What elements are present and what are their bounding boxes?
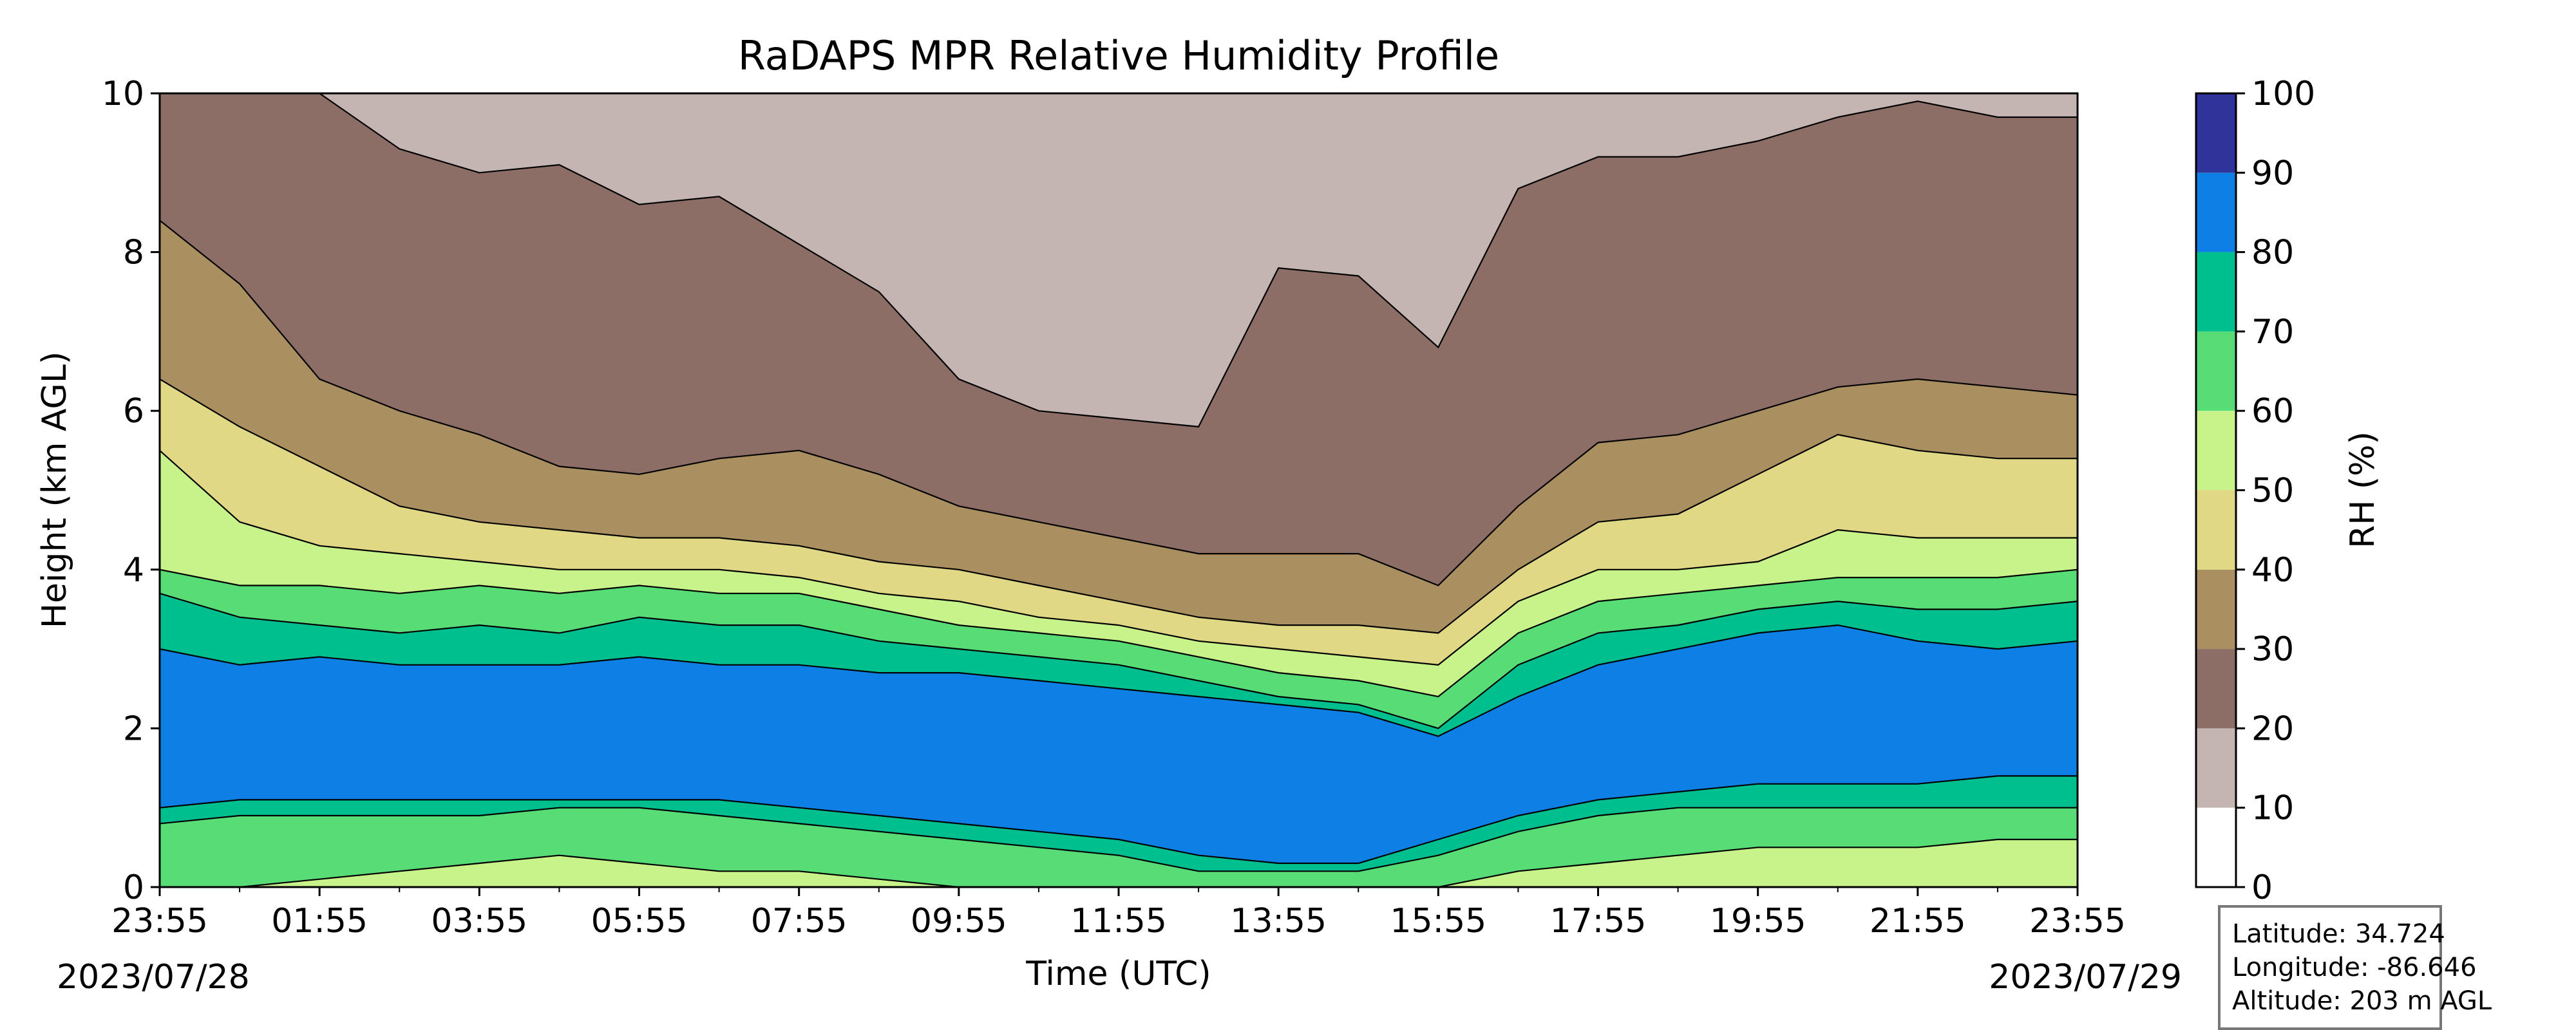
colorbar-tick-label: 40 [2251, 551, 2294, 590]
rh-band-80-90 [160, 625, 2078, 863]
rh-band-60-70 [160, 569, 2078, 729]
y-tick-label: 4 [123, 551, 144, 590]
contour-line-rh-70-lower [160, 807, 2078, 872]
colorbar-tick-label: 0 [2251, 868, 2273, 907]
colorbar-tick-label: 60 [2251, 392, 2294, 431]
rh-band-20-30 [160, 93, 2078, 586]
contour-fill-layer [160, 93, 2078, 887]
y-axis-ticks: 0 2 4 6 8 10 [102, 75, 160, 907]
colorbar-tick-label: 50 [2251, 472, 2294, 510]
start-date-label: 2023/07/28 [57, 958, 250, 997]
contour-line-rh-40 [160, 449, 2078, 666]
x-tick-label: 23:55 [2029, 902, 2126, 941]
y-tick-label: 0 [123, 868, 144, 907]
latitude-text: Latitude: 34.724 [2232, 919, 2445, 949]
rh-band-70-80-low [160, 776, 2078, 872]
y-tick-label: 2 [123, 709, 144, 748]
y-tick-label: 10 [102, 75, 144, 113]
contour-line-rh-60-lower [160, 838, 2078, 887]
colorbar-segment-70-80 [2196, 252, 2236, 332]
altitude-text: Altitude: 203 m AGL [2232, 986, 2492, 1016]
rh-band-70-80 [160, 593, 2078, 736]
rh-band-10-20 [160, 93, 2078, 427]
colorbar-tick-label: 10 [2251, 789, 2294, 828]
colorbar-segment-20-30 [2196, 649, 2236, 729]
y-tick-label: 6 [123, 392, 144, 431]
colorbar-segment-10-20 [2196, 728, 2236, 808]
colorbar-tick-label: 90 [2251, 154, 2294, 192]
colorbar-tick-label: 30 [2251, 630, 2294, 669]
chart-title: RaDAPS MPR Relative Humidity Profile [738, 32, 1499, 79]
contour-line-rh-50 [160, 568, 2078, 698]
colorbar-frame [2195, 92, 2237, 888]
colorbar-segment-80-90 [2196, 173, 2236, 252]
colorbar-tick-label: 70 [2251, 313, 2294, 351]
contour-line-layer [160, 93, 2078, 887]
x-tick-label: 11:55 [1070, 902, 1167, 941]
x-tick-label: 01:55 [271, 902, 368, 941]
location-info-box: Latitude: 34.724 Longitude: -86.646 Alti… [2218, 905, 2492, 1030]
x-tick-label: 09:55 [911, 902, 1007, 941]
y-axis-title: Height (km AGL) [35, 351, 74, 628]
x-axis-ticks: 23:55 01:55 03:55 05:55 07:55 09:55 11:55 13:55… [111, 887, 2126, 941]
end-date-label: 2023/07/29 [1989, 958, 2182, 997]
x-tick-label: 17:55 [1550, 902, 1647, 941]
colorbar-segment-90-100 [2196, 93, 2236, 173]
colorbar-segment-60-70 [2196, 331, 2236, 411]
x-tick-label: 13:55 [1230, 902, 1327, 941]
y-tick-label: 8 [123, 234, 144, 272]
colorbar-segment-0-10 [2196, 807, 2236, 887]
longitude-text: Longitude: -86.646 [2232, 953, 2477, 982]
contour-line-rh-10 [160, 93, 2078, 428]
colorbar-tick-label: 100 [2251, 75, 2315, 113]
rh-band-30-40 [160, 220, 2078, 633]
colorbar-ticks: 0 10 20 30 40 50 60 70 80 90 100 [2236, 75, 2315, 907]
contour-line-rh-80-lower [160, 775, 2078, 865]
x-tick-label: 03:55 [431, 902, 527, 941]
rh-band-60-70-low [160, 807, 2078, 887]
colorbar-tick-label: 80 [2251, 234, 2294, 272]
colorbar-segment-50-60 [2196, 411, 2236, 491]
x-tick-label: 21:55 [1870, 902, 1966, 941]
contour-line-rh-70 [160, 624, 2078, 737]
rh-band-40-50 [160, 379, 2078, 665]
contour-line-rh-60 [160, 592, 2078, 729]
x-tick-label: 15:55 [1390, 902, 1486, 941]
x-tick-label: 07:55 [751, 902, 848, 941]
colorbar-segment-40-50 [2196, 490, 2236, 570]
x-axis-title: Time (UTC) [1025, 955, 1211, 993]
colorbar-segment-30-40 [2196, 569, 2236, 650]
colorbar [2196, 93, 2236, 887]
x-tick-label: 23:55 [111, 902, 208, 941]
info-box-frame [2218, 905, 2442, 1030]
rh-band-50-60 [160, 450, 2078, 697]
x-tick-label: 05:55 [591, 902, 688, 941]
colorbar-tick-label: 20 [2251, 709, 2294, 748]
contour-line-rh-30 [160, 378, 2078, 634]
x-tick-label: 19:55 [1710, 902, 1806, 941]
rh-band-50-60-low [160, 839, 2078, 887]
colorbar-title: RH (%) [2344, 431, 2382, 548]
contour-line-rh-20 [160, 220, 2078, 586]
